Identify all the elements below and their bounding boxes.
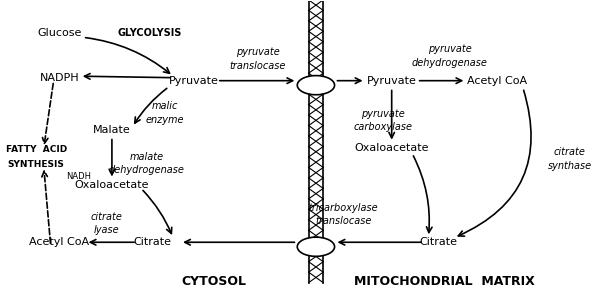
Text: GLYCOLYSIS: GLYCOLYSIS <box>118 28 182 38</box>
Text: CYTOSOL: CYTOSOL <box>181 275 247 288</box>
Text: SYNTHESIS: SYNTHESIS <box>8 160 65 169</box>
Text: pyruvate: pyruvate <box>361 109 405 119</box>
Text: citrate: citrate <box>554 147 586 158</box>
Text: carboxylase: carboxylase <box>353 122 412 132</box>
Text: citrate: citrate <box>90 212 122 222</box>
Text: enzyme: enzyme <box>145 114 184 125</box>
Text: Oxaloacetate: Oxaloacetate <box>355 143 429 153</box>
Text: synthase: synthase <box>547 161 592 171</box>
Text: pyruvate: pyruvate <box>428 44 472 54</box>
Text: FATTY  ACID: FATTY ACID <box>5 145 67 154</box>
Text: translocase: translocase <box>229 61 286 71</box>
Text: Pyruvate: Pyruvate <box>169 76 218 86</box>
Text: dehydrogenase: dehydrogenase <box>412 58 488 68</box>
Text: Oxaloacetate: Oxaloacetate <box>74 180 149 190</box>
Text: malic: malic <box>151 101 178 111</box>
Bar <box>308 2 323 283</box>
Text: tricarboxylase: tricarboxylase <box>308 203 378 213</box>
Text: dehydrogenase: dehydrogenase <box>109 165 185 175</box>
Text: Citrate: Citrate <box>134 237 172 247</box>
Circle shape <box>297 76 335 95</box>
Text: Pyruvate: Pyruvate <box>367 76 416 86</box>
Text: Acetyl CoA: Acetyl CoA <box>467 76 527 86</box>
Text: malate: malate <box>130 152 164 162</box>
Text: lyase: lyase <box>93 225 119 235</box>
Text: Glucose: Glucose <box>37 28 82 38</box>
Text: MITOCHONDRIAL  MATRIX: MITOCHONDRIAL MATRIX <box>354 275 535 288</box>
Text: translocase: translocase <box>315 216 371 226</box>
Text: Malate: Malate <box>93 125 131 135</box>
Text: pyruvate: pyruvate <box>236 47 280 57</box>
Text: Citrate: Citrate <box>419 237 457 247</box>
Text: NADPH: NADPH <box>40 73 79 83</box>
Text: NADH: NADH <box>66 172 91 181</box>
Circle shape <box>297 237 335 256</box>
Text: Acetyl CoA: Acetyl CoA <box>29 237 89 247</box>
